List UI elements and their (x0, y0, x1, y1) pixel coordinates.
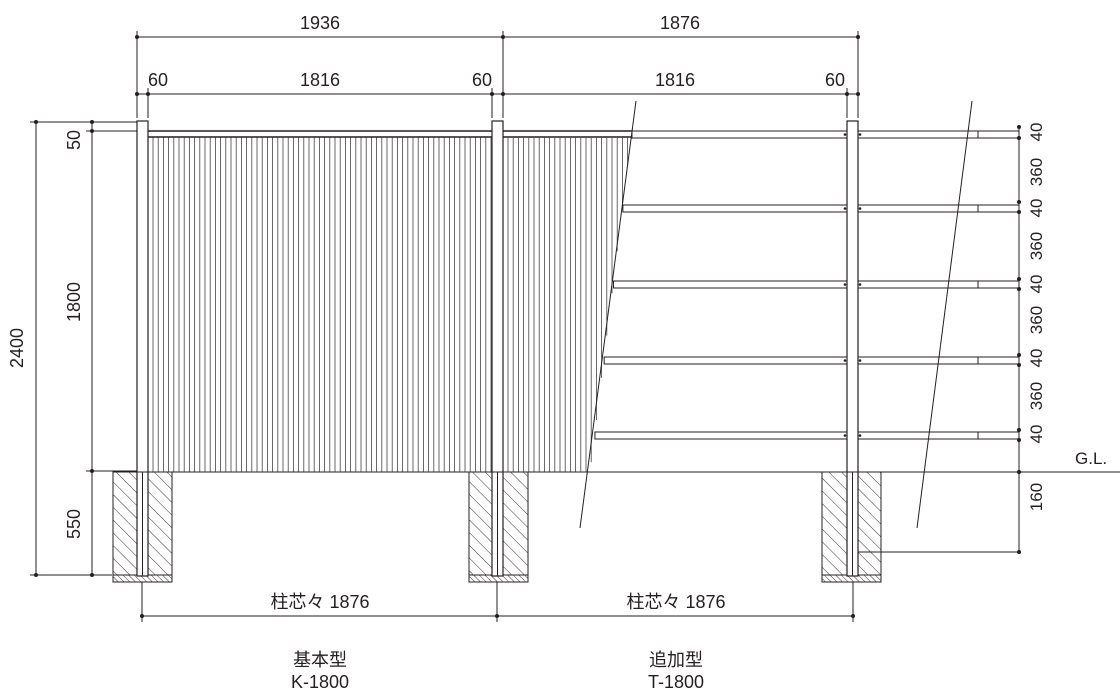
panel-width-dimension: 60 1816 60 1816 60 (135, 70, 860, 118)
dim-post-width-2: 60 (472, 70, 492, 90)
dim-panel-width-2: 1816 (655, 70, 695, 90)
rail (857, 431, 979, 440)
dim-post-center-left: 柱芯々 1876 (270, 592, 369, 612)
dim-fence-height: 1800 (64, 282, 84, 322)
caption-additional-type-code: T-1800 (648, 672, 704, 692)
dim-rail-8: 360 (1027, 382, 1046, 410)
ground-line-label: G.L. (1075, 449, 1107, 468)
caption-basic-type-code: K-1800 (291, 672, 349, 692)
rail (857, 130, 979, 139)
dim-rail-4: 360 (1027, 232, 1046, 260)
dim-rail-7: 40 (1027, 349, 1046, 368)
post-center-dimension: 柱芯々 1876 柱芯々 1876 (140, 582, 855, 622)
rail (857, 280, 979, 289)
rail (594, 431, 848, 440)
dim-rail-9: 40 (1027, 425, 1046, 444)
rail (603, 356, 848, 365)
dim-top-total-left: 1936 (300, 13, 340, 33)
top-total-dimension: 1936 1876 (135, 13, 860, 118)
rail (857, 204, 979, 213)
dim-top-total-right: 1876 (660, 13, 700, 33)
captions: 基本型 K-1800 追加型 T-1800 (291, 650, 704, 692)
rail (622, 204, 848, 213)
caption-basic-type-name: 基本型 (293, 650, 347, 670)
dim-top-offset: 50 (64, 130, 84, 150)
dim-panel-width-1: 1816 (300, 70, 340, 90)
dim-rail-1: 40 (1027, 123, 1046, 142)
ground-line: G.L. (113, 449, 1120, 473)
panel-additional (503, 100, 1019, 529)
caption-additional-type-name: 追加型 (649, 650, 703, 670)
dim-embed-depth: 550 (64, 509, 84, 539)
rail (857, 356, 979, 365)
dim-rail-3: 40 (1027, 199, 1046, 218)
left-height-dimension: 2400 50 1800 550 (7, 120, 148, 577)
dim-post-center-right: 柱芯々 1876 (626, 592, 725, 612)
dim-rail-6: 360 (1027, 306, 1046, 334)
dim-bottom-gap: 160 (1027, 483, 1046, 511)
dim-rail-5: 40 (1027, 275, 1046, 294)
posts (136, 120, 859, 577)
panel-basic (147, 130, 493, 473)
dim-post-width-3: 60 (825, 70, 845, 90)
right-rail-dimension: 40 360 40 360 40 360 40 360 40 160 (858, 123, 1046, 554)
dim-post-width-1: 60 (148, 70, 168, 90)
rail (631, 130, 848, 139)
rail (613, 280, 848, 289)
dim-rail-2: 360 (1027, 158, 1046, 186)
dim-total-height: 2400 (7, 328, 27, 368)
